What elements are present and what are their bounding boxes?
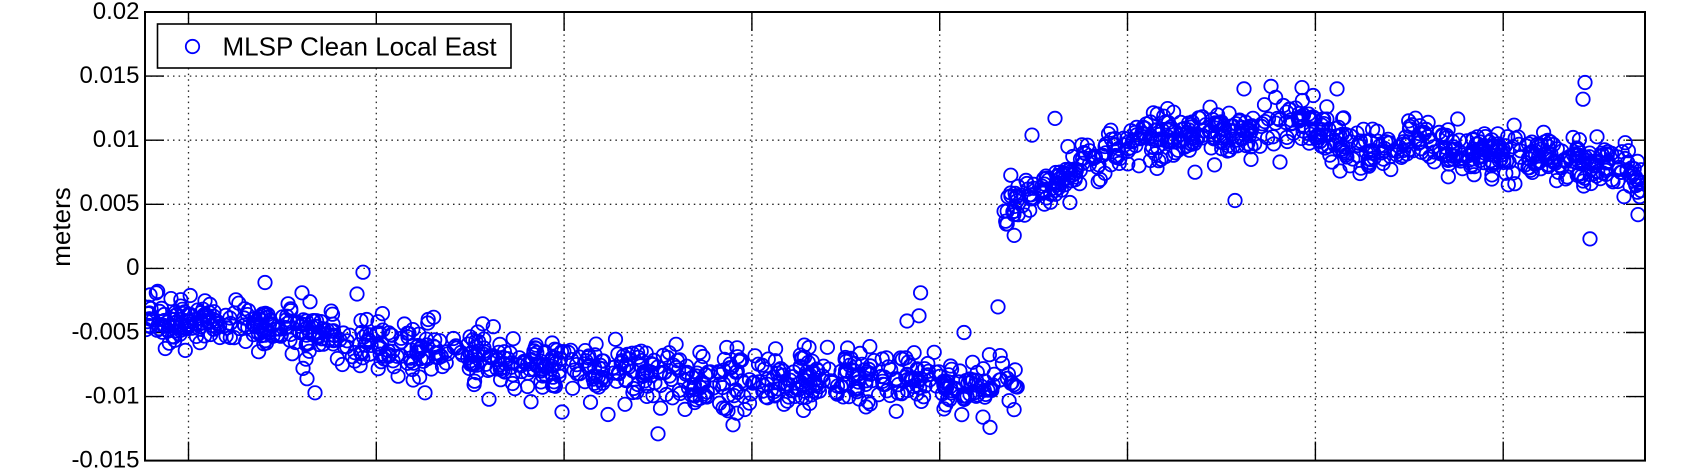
svg-text:meters: meters [46,187,76,266]
svg-text:0.005: 0.005 [79,190,139,217]
svg-text:0.01: 0.01 [93,126,140,153]
svg-text:-0.005: -0.005 [71,318,139,345]
svg-text:-0.01: -0.01 [85,382,140,409]
svg-text:MLSP Clean Local East: MLSP Clean Local East [223,32,498,62]
svg-text:0: 0 [126,254,139,281]
svg-text:0.02: 0.02 [93,0,140,25]
svg-text:-0.015: -0.015 [71,446,139,473]
svg-text:0.015: 0.015 [79,62,139,89]
